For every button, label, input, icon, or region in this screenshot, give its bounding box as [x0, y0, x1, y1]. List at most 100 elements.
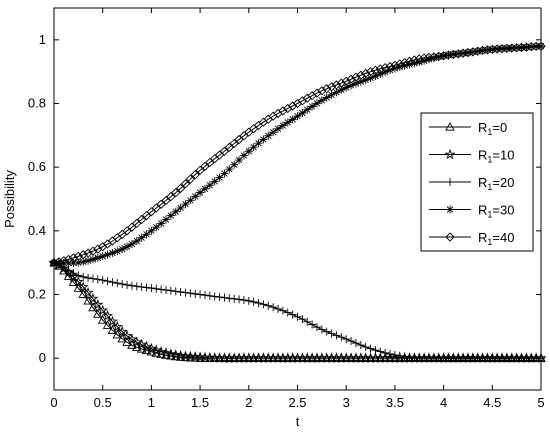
data-point: [327, 329, 336, 338]
data-point: [274, 304, 283, 313]
data-point: [264, 301, 273, 310]
data-point: [171, 207, 180, 216]
data-point: [259, 300, 268, 309]
data-point: [103, 277, 112, 286]
data-point: [244, 147, 253, 156]
data-point: [521, 42, 532, 52]
data-point: [214, 150, 225, 160]
data-point: [531, 41, 541, 52]
data-point: [162, 286, 171, 295]
data-point: [59, 258, 68, 267]
data-point: [210, 292, 219, 301]
data-point: [166, 211, 175, 220]
data-point: [63, 266, 75, 278]
axis-labels: t Possibility: [2, 170, 300, 429]
data-point: [414, 54, 424, 64]
legend-label: R1=30: [478, 203, 514, 220]
data-point: [278, 306, 287, 315]
x-tick-label: 5: [537, 395, 544, 410]
data-point: [200, 291, 209, 300]
data-point: [73, 283, 84, 292]
data-point: [283, 103, 293, 114]
data-point: [146, 207, 157, 217]
data-point: [526, 42, 536, 52]
data-point: [347, 81, 356, 90]
data-point: [82, 286, 94, 298]
y-tick-label: 0.6: [28, 159, 46, 174]
data-point: [113, 279, 122, 288]
data-point: [166, 192, 176, 202]
data-point: [453, 49, 463, 59]
data-point: [54, 257, 64, 267]
series-line: [53, 262, 541, 359]
data-point: [249, 143, 258, 152]
data-point: [108, 249, 117, 258]
data-point: [171, 287, 180, 296]
data-point: [162, 215, 171, 224]
data-point: [351, 339, 360, 348]
data-point: [516, 42, 527, 53]
data-point: [190, 170, 200, 180]
data-point: [376, 70, 385, 79]
data-point: [371, 72, 380, 81]
legend-label: R1=20: [478, 175, 514, 192]
data-point: [166, 286, 175, 295]
data-point: [346, 74, 356, 84]
x-tick-label: 4.5: [483, 395, 501, 410]
data-point: [127, 281, 136, 290]
data-point: [424, 55, 433, 64]
data-point: [230, 294, 239, 303]
data-point: [400, 61, 409, 70]
data-point: [536, 41, 546, 51]
data-point: [308, 320, 317, 329]
data-point: [386, 350, 395, 359]
data-point: [88, 255, 97, 264]
data-point: [317, 96, 326, 105]
data-point: [112, 329, 123, 339]
data-point: [142, 230, 151, 239]
data-point: [225, 165, 234, 174]
data-point: [88, 246, 98, 256]
data-point: [88, 302, 98, 312]
data-point: [191, 289, 200, 298]
data-point: [269, 128, 278, 137]
data-point: [186, 289, 195, 298]
legend-item-40: R1=40: [429, 230, 514, 247]
data-point: [356, 77, 365, 86]
data-point: [79, 272, 88, 281]
data-point: [400, 352, 409, 361]
data-point: [434, 51, 444, 61]
data-point: [317, 325, 326, 334]
data-point: [181, 200, 190, 209]
data-point: [98, 252, 107, 261]
data-point: [118, 280, 127, 289]
data-point: [229, 138, 239, 149]
x-tick-label: 3: [343, 395, 350, 410]
data-point: [366, 74, 375, 83]
data-point: [152, 284, 161, 293]
series-10: [48, 256, 547, 363]
series-line: [53, 262, 541, 359]
data-point: [385, 61, 395, 72]
data-point: [126, 333, 138, 345]
data-point: [64, 266, 73, 275]
data-point: [101, 310, 114, 321]
data-point: [220, 169, 229, 178]
data-point: [445, 122, 455, 131]
data-point: [376, 347, 385, 356]
data-point: [93, 253, 102, 262]
data-point: [137, 282, 146, 291]
data-point: [78, 289, 88, 298]
data-point: [83, 295, 93, 305]
data-point: [68, 253, 79, 263]
data-point: [175, 349, 187, 361]
data-point: [83, 248, 93, 258]
legend-label: R1=40: [478, 230, 514, 247]
data-point: [327, 90, 336, 99]
data-point: [180, 179, 191, 189]
x-tick-label: 2: [245, 395, 252, 410]
data-point: [361, 342, 370, 351]
data-point: [165, 348, 177, 359]
data-point: [361, 68, 371, 79]
